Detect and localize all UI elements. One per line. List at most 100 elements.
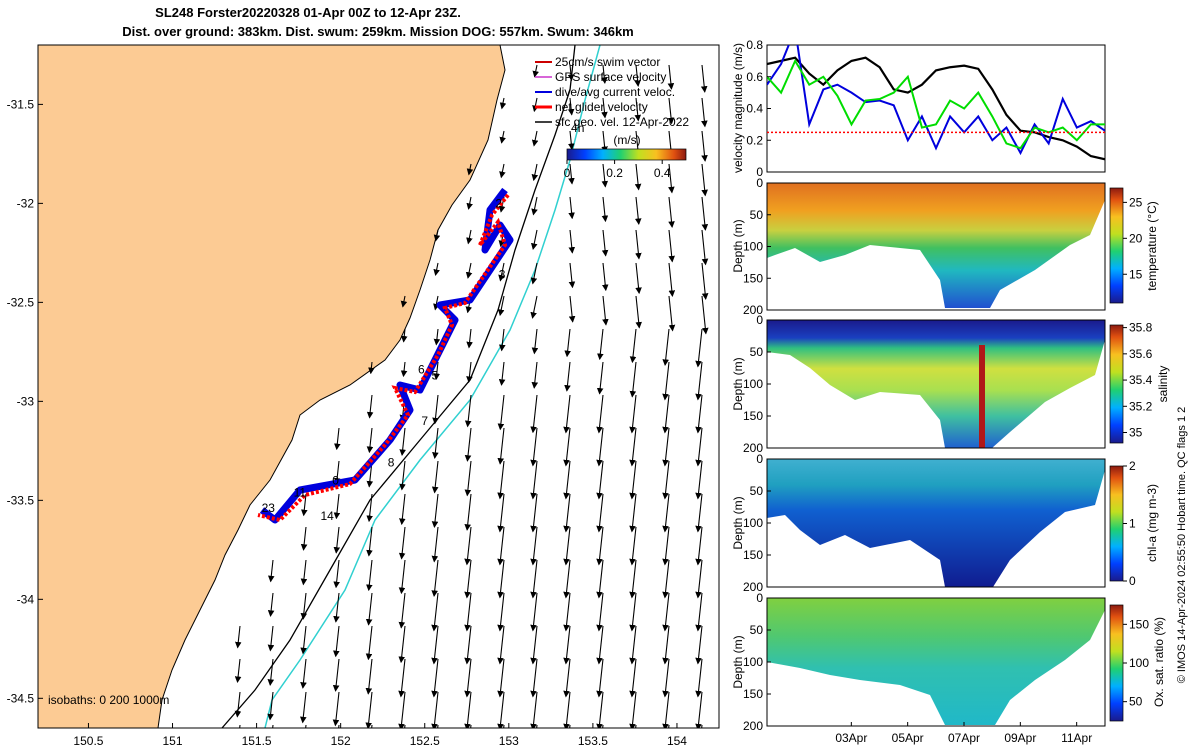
geostrophic-vector <box>431 691 439 728</box>
geostrophic-vector <box>563 592 571 632</box>
colorbar-gradient <box>566 148 687 161</box>
geostrophic-vector <box>596 460 604 500</box>
velocity-ytick-label: 0 <box>756 165 763 179</box>
map-legend: 25cm/s swim vector GPS surface velocity … <box>535 55 689 129</box>
geostrophic-vector <box>569 724 571 728</box>
geostrophic-vector <box>466 163 474 176</box>
geostrophic-vector <box>366 493 373 523</box>
legend-label-sfc: sfc geo. vel. 12-Apr-2022 <box>555 115 689 129</box>
geostrophic-vector <box>830 725 834 750</box>
geostrophic-vector <box>629 559 637 599</box>
geostrophic-vector <box>797 560 801 597</box>
geostrophic-vector <box>695 592 703 632</box>
geostrophic-vector <box>530 460 538 500</box>
geostrophic-vector <box>731 428 735 465</box>
geostrophic-vector <box>596 361 604 395</box>
section-colorbar-tick-label: 20 <box>1129 231 1143 245</box>
section-ytick-label: 200 <box>743 303 763 317</box>
geostrophic-vector <box>334 427 341 451</box>
map-xtick-label: 153 <box>499 734 519 748</box>
chlorophyll-field <box>767 459 1105 587</box>
geostrophic-vector <box>700 64 708 93</box>
temperature-field <box>767 183 1105 308</box>
geostrophic-vector <box>596 526 604 566</box>
geostrophic-vector <box>368 361 375 375</box>
geostrophic-vector <box>398 691 406 728</box>
geostrophic-vector <box>267 658 275 686</box>
geostrophic-vector <box>701 229 709 266</box>
geostrophic-vector <box>366 526 373 557</box>
geostrophic-vector <box>464 427 472 462</box>
geostrophic-vector <box>366 394 374 419</box>
geostrophic-vector <box>596 592 604 632</box>
geostrophic-vector <box>433 361 441 381</box>
geostrophic-vector <box>596 427 604 467</box>
geostrophic-vector <box>398 658 406 698</box>
section-ytick-label: 150 <box>743 687 763 701</box>
geostrophic-vector <box>234 658 242 684</box>
map-xtick-label: 150.5 <box>73 734 103 748</box>
velocity-ytick-label: 0.8 <box>746 38 763 52</box>
geostrophic-vector <box>668 262 676 298</box>
geostrophic-vector <box>695 328 703 368</box>
geostrophic-vector <box>701 262 709 300</box>
geostrophic-vector <box>668 295 676 332</box>
geostrophic-vector <box>267 691 274 721</box>
oxygen-field <box>767 598 1105 725</box>
section-ytick-label: 0 <box>756 313 763 327</box>
geostrophic-vector <box>695 493 703 533</box>
section-xtick-label: 05Apr <box>892 731 924 745</box>
geostrophic-vector <box>464 493 472 531</box>
section-ytick-label: 50 <box>750 623 764 637</box>
geostrophic-vector <box>596 658 604 698</box>
geostrophic-vector <box>499 97 507 110</box>
map-ytick-label: -31.5 <box>7 97 35 111</box>
geostrophic-vector <box>432 427 439 459</box>
geostrophic-vector <box>431 493 439 528</box>
map-xtick-label: 152.5 <box>410 734 440 748</box>
geostrophic-vector <box>830 560 834 597</box>
section-colorbar-tick-label: 100 <box>1129 656 1149 670</box>
geostrophic-vector <box>601 196 609 223</box>
section-colorbar-tick-label: 35.8 <box>1129 321 1153 335</box>
geostrophic-vector <box>731 725 735 750</box>
geostrophic-vector <box>701 163 708 197</box>
geostrophic-vector <box>695 526 703 566</box>
geostrophic-vector <box>601 262 609 292</box>
geostrophic-vector <box>497 691 505 728</box>
land-mass <box>38 45 506 728</box>
geostrophic-vector <box>568 295 576 323</box>
geostrophic-vector <box>300 559 308 586</box>
geostrophic-vector <box>239 724 241 728</box>
geostrophic-vector <box>530 262 538 285</box>
map-colorbar: (m/s) 0 0.2 0.4 <box>564 133 687 180</box>
section-colorbar-tick-label: 35.6 <box>1129 347 1153 361</box>
temperature-ylabel: Depth (m) <box>731 219 745 272</box>
legend-label-net: net glider velocity <box>555 100 648 114</box>
net-glider-track <box>257 193 510 523</box>
map-xtick-label: 151 <box>163 734 183 748</box>
geostrophic-vector <box>499 130 506 144</box>
geostrophic-vector <box>300 592 308 620</box>
oxygen-panel: Depth (m) Ox. sat. ratio (%) <box>731 597 1166 727</box>
salinity-spike <box>979 345 985 448</box>
geostrophic-vector <box>863 560 867 597</box>
geostrophic-vector <box>498 328 506 352</box>
geostrophic-vector <box>366 427 374 454</box>
geostrophic-vector <box>433 328 441 346</box>
geostrophic-vector <box>532 64 539 78</box>
geostrophic-vector <box>366 559 373 592</box>
geostrophic-vector <box>597 328 604 361</box>
geostrophic-vector <box>695 460 703 500</box>
section-ytick-label: 200 <box>743 719 763 733</box>
geostrophic-vector <box>333 625 340 658</box>
geostrophic-vector <box>563 526 571 566</box>
map-y-axis: -31.5 -32 -32.5 -33 -33.5 -34 -34.5 <box>7 97 43 705</box>
map-xtick-label: 151.5 <box>242 734 272 748</box>
chlorophyll-ylabel: Depth (m) <box>731 496 745 549</box>
geostrophic-vector <box>267 625 275 652</box>
geostrophic-vector <box>929 725 933 750</box>
geostrophic-vector <box>662 460 670 500</box>
geostrophic-vector <box>662 691 670 728</box>
section-ytick-label: 100 <box>743 516 763 530</box>
